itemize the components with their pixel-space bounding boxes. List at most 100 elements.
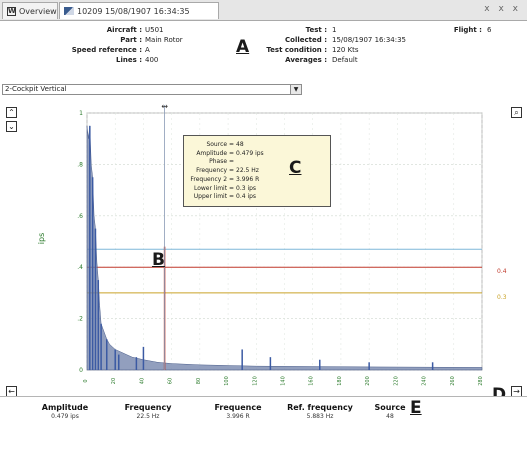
frequence-value: 3.996 R [226, 413, 250, 420]
test-label: Test : [305, 26, 327, 34]
tab-overview-label: Overview [19, 6, 57, 16]
info-row-key: Frequency 2 = [190, 175, 234, 183]
test-value: 1 [332, 26, 337, 34]
test-condition-label: Test condition : [266, 46, 327, 54]
frequency-value: 22.5 Hz [136, 413, 160, 420]
info-row: Upper limit = 0.4 ips [186, 193, 266, 200]
info-row-key: Upper limit = [193, 193, 234, 201]
collected-label: Collected : [285, 36, 327, 44]
tab-recording-label: 10209 15/08/1907 16:34:35 [77, 6, 190, 16]
zoom-icon[interactable]: ⌕ [511, 107, 522, 118]
x-tick-label: 260 [450, 376, 456, 386]
marker-e: E [410, 398, 422, 418]
source-value: 48 [386, 413, 394, 420]
x-tick-label: 160 [309, 376, 315, 386]
info-row-key: Source = [206, 141, 234, 148]
y-axis-label: ips [37, 232, 47, 245]
marker-c: C [289, 158, 302, 178]
info-row: Frequency 2 = 3.996 R [186, 176, 266, 183]
x-tick-label: 80 [196, 378, 202, 384]
lower-limit-label: 0.3 [497, 294, 507, 301]
lines-value: 400 [145, 56, 159, 64]
part-value: Main Rotor [145, 36, 183, 44]
amplitude-column: Amplitude 0.479 ips [40, 403, 90, 420]
frequency-label: Frequency [124, 403, 172, 412]
amplitude-label: Amplitude [41, 403, 89, 412]
part-label: Part : [120, 36, 142, 44]
lines-label: Lines : [116, 56, 142, 64]
info-row: Source = 48 [186, 141, 266, 148]
x-tick-label: 20 [111, 378, 117, 384]
flight-value: 6 [487, 26, 492, 34]
x-tick-label: 220 [393, 376, 399, 386]
test-condition-value: 120 Kts [332, 46, 359, 54]
info-row-value: 3.996 R [236, 175, 260, 183]
ref-frequency-value: 5.883 Hz [306, 413, 334, 420]
info-row-key: Amplitude = [196, 149, 234, 157]
spectrum-area [86, 125, 483, 371]
frequence-column: Frequence 3.996 R [210, 403, 266, 420]
flight-label: Flight : [453, 26, 482, 34]
x-tick-label: 180 [337, 376, 343, 386]
info-row-value: 22.5 Hz [236, 167, 259, 175]
y-tick-label: 0 [79, 367, 83, 374]
x-tick-label: 100 [224, 376, 230, 386]
info-row: Phase = [186, 158, 266, 165]
x-tick-label: 140 [281, 376, 287, 386]
x-tick-label: 40 [139, 378, 145, 384]
info-row-value: 0.4 ips [236, 193, 257, 201]
info-row-key: Phase = [209, 158, 234, 166]
x-tick-label: 200 [365, 376, 371, 386]
divider [0, 396, 527, 397]
chevron-down-icon[interactable]: ▼ [290, 85, 301, 94]
chart-icon [64, 7, 74, 15]
tab-overview[interactable]: W Overview [2, 2, 58, 19]
bottom-info-bar: Amplitude 0.479 ips Frequency 22.5 Hz Fr… [0, 396, 527, 450]
x-tick-label: 240 [422, 376, 428, 386]
amplitude-value: 0.479 ips [51, 413, 79, 420]
y-tick-label: .6 [77, 213, 83, 220]
window-buttons[interactable]: x x x [484, 4, 521, 14]
speed-reference-label: Speed reference : [71, 46, 142, 54]
aircraft-value: U501 [145, 26, 164, 34]
frequence-label: Frequence [214, 403, 262, 412]
y-tick-label: .8 [77, 161, 83, 168]
channel-dropdown[interactable]: 2-Cockpit Vertical ▼ [2, 84, 302, 95]
tab-recording[interactable]: 10209 15/08/1907 16:34:35 [59, 2, 219, 19]
info-row: Lower limit = 0.3 ips [186, 185, 266, 192]
ref-frequency-column: Ref. frequency 5.883 Hz [283, 403, 357, 420]
channel-dropdown-value: 2-Cockpit Vertical [5, 85, 67, 93]
averages-label: Averages : [285, 56, 327, 64]
aircraft-label: Aircraft : [106, 26, 142, 34]
info-row-value: 0.479 ips [236, 149, 264, 157]
marker-b: B [152, 250, 165, 270]
chart-marks: ↔ [86, 102, 483, 371]
info-row-key: Frequency = [196, 167, 234, 175]
y-tick-label: .2 [77, 316, 83, 323]
source-label: Source [374, 403, 406, 412]
marker-a: A [236, 37, 250, 57]
info-row: Amplitude = 0.479 ips [186, 150, 266, 157]
cursor-handle-icon: ↔ [161, 102, 168, 111]
overview-icon: W [7, 6, 16, 16]
frequency-column: Frequency 22.5 Hz [123, 403, 173, 420]
collected-value: 15/08/1907 16:34:35 [332, 36, 407, 44]
x-tick-label: 120 [252, 376, 258, 386]
info-row-value [236, 158, 266, 165]
x-tick-label: 60 [168, 378, 174, 384]
scroll-up-button[interactable]: ⌃ [6, 107, 17, 118]
averages-value: Default [332, 56, 358, 64]
tab-bar: W Overview 10209 15/08/1907 16:34:35 x x… [0, 0, 527, 21]
info-row-value: 0.3 ips [236, 184, 257, 192]
y-tick-label: .4 [77, 264, 83, 271]
scroll-down-button[interactable]: ⌄ [6, 121, 17, 132]
info-row: Frequency = 22.5 Hz [186, 167, 266, 174]
x-tick-label: 0 [83, 379, 89, 382]
speed-reference-value: A [145, 46, 150, 54]
upper-limit-label: 0.4 [497, 268, 507, 275]
info-row-value: 48 [236, 141, 244, 148]
info-row-key: Lower limit = [193, 184, 234, 192]
source-column: Source 48 [372, 403, 408, 420]
